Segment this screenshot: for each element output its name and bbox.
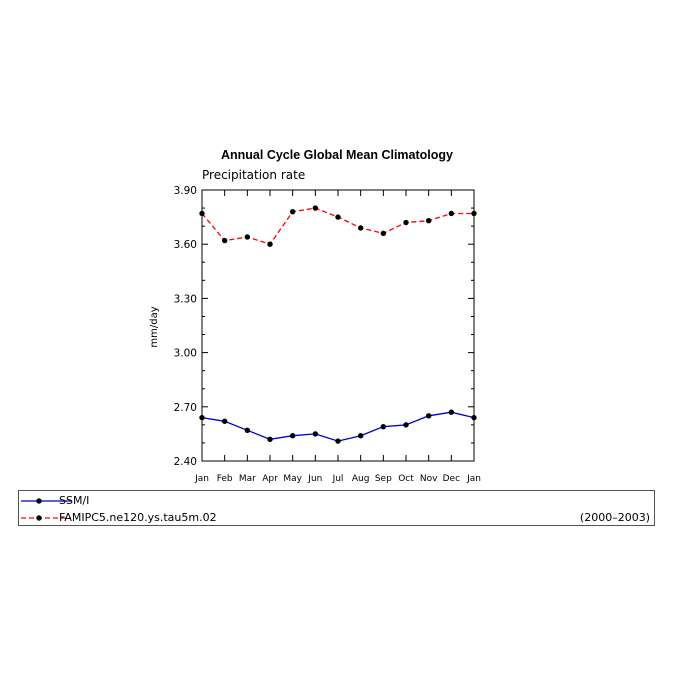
y-tick-label: 3.90 — [174, 185, 197, 197]
series-0-point — [199, 414, 205, 421]
chart-title: Annual Cycle Global Mean Climatology — [221, 148, 453, 162]
series-line-0 — [201, 411, 475, 442]
series-1-point — [425, 218, 432, 224]
series-1-point — [335, 214, 341, 220]
y-tick-label: 2.40 — [174, 456, 197, 468]
series-1-point — [289, 208, 296, 215]
series-0-point — [312, 431, 319, 437]
chart-subtitle: Precipitation rate — [202, 168, 305, 182]
series-1-point — [221, 237, 228, 244]
y-axis-label: mm/day — [149, 306, 160, 347]
x-tick-label: Dec — [443, 474, 460, 484]
series-1-point — [357, 225, 364, 231]
legend-period: (2000–2003) — [579, 511, 650, 524]
series-0-point — [380, 423, 387, 430]
series-0-point — [244, 427, 251, 433]
legend-label-famipc5: FAMIPC5.ne120.ys.tau5m.02 — [59, 511, 217, 524]
series-0-point — [335, 438, 341, 444]
x-tick-label: Jul — [332, 474, 344, 484]
legend-item-famipc5: FAMIPC5.ne120.ys.tau5m.02 — [19, 510, 654, 526]
series-1-point — [471, 210, 477, 217]
x-tick-label: Jun — [307, 474, 322, 484]
series-0-point — [425, 413, 432, 419]
series-1-point — [199, 210, 205, 217]
x-tick-label: Aug — [352, 474, 370, 484]
plot-frame — [201, 189, 475, 462]
x-tick-label: Nov — [420, 474, 438, 484]
x-tick-label: Feb — [217, 474, 233, 484]
y-tick-label: 3.30 — [174, 293, 197, 305]
series-0-point — [221, 418, 228, 424]
series-0-point — [448, 409, 455, 415]
series-0-point — [357, 433, 364, 439]
series-0-point — [403, 422, 409, 428]
x-tick-label: May — [283, 474, 302, 484]
series-line-1 — [201, 207, 474, 245]
series-1-point — [403, 219, 409, 226]
series-1-point — [312, 205, 319, 211]
y-tick-label: 2.70 — [174, 402, 197, 414]
legend: SSM/I FAMIPC5.ne120.ys.tau5m.02 (2000–20… — [18, 490, 655, 526]
y-tick-label: 3.00 — [174, 348, 197, 360]
series-group — [199, 205, 477, 444]
y-tick-label: 3.60 — [174, 239, 197, 251]
legend-label-ssmi: SSM/I — [59, 494, 90, 507]
series-1-point — [380, 230, 387, 237]
x-tick-label: Sep — [375, 474, 392, 484]
x-tick-label: Jan — [466, 474, 481, 484]
x-tick-label: Jan — [194, 474, 209, 484]
legend-swatch-ssmi — [21, 498, 71, 504]
series-0-point — [289, 433, 296, 439]
legend-swatch-famipc5 — [21, 515, 71, 521]
legend-item-ssmi: SSM/I — [19, 493, 654, 509]
series-1-point — [267, 241, 273, 247]
axes: 2.40 2.70 3.00 3.30 3.60 3.90 Jan Feb Mar Apr May J… — [174, 185, 481, 484]
series-0-point — [471, 414, 477, 421]
x-tick-label: Apr — [262, 474, 278, 484]
series-1-point — [244, 234, 251, 240]
series-1-point — [448, 210, 455, 217]
x-tick-label: Oct — [398, 474, 414, 484]
series-0-point — [267, 436, 273, 443]
x-tick-label: Mar — [239, 474, 256, 484]
